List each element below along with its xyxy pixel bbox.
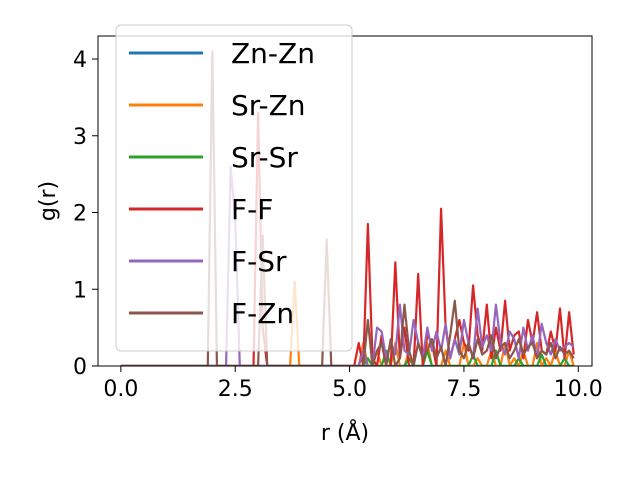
series-layer [120,50,575,366]
x-tick-label: 2.5 [218,377,253,402]
legend-label: F-F [231,193,273,226]
series-line-sr-sr [120,349,574,366]
series-line-f-zn [120,50,575,366]
y-tick-label: 3 [73,125,87,150]
x-tick-label: 10.0 [554,377,603,402]
legend-label: F-Sr [231,245,287,278]
y-tick-label: 2 [73,202,87,227]
legend-label: Zn-Zn [231,37,315,70]
legend-label: Sr-Zn [231,89,306,122]
y-axis-label: g(r) [36,181,61,221]
x-axis-ticks: 0.0 2.5 5.0 7.5 10.0 [103,366,603,402]
x-tick-label: 5.0 [332,377,367,402]
legend-label: F-Zn [231,297,294,330]
legend: Zn-Zn Sr-Zn Sr-Sr F-F F-Sr F-Zn [115,24,353,352]
x-tick-label: 7.5 [446,377,481,402]
y-tick-label: 0 [73,355,87,380]
x-tick-label: 0.0 [103,377,138,402]
legend-label: Sr-Sr [231,141,298,174]
y-axis-ticks: 0 1 2 3 4 [73,48,98,380]
y-tick-label: 1 [73,278,87,303]
x-axis-label: r (Å) [321,419,369,446]
series-line-f-f [120,111,575,366]
series-line-f-sr [120,165,575,366]
y-tick-label: 4 [73,48,87,73]
